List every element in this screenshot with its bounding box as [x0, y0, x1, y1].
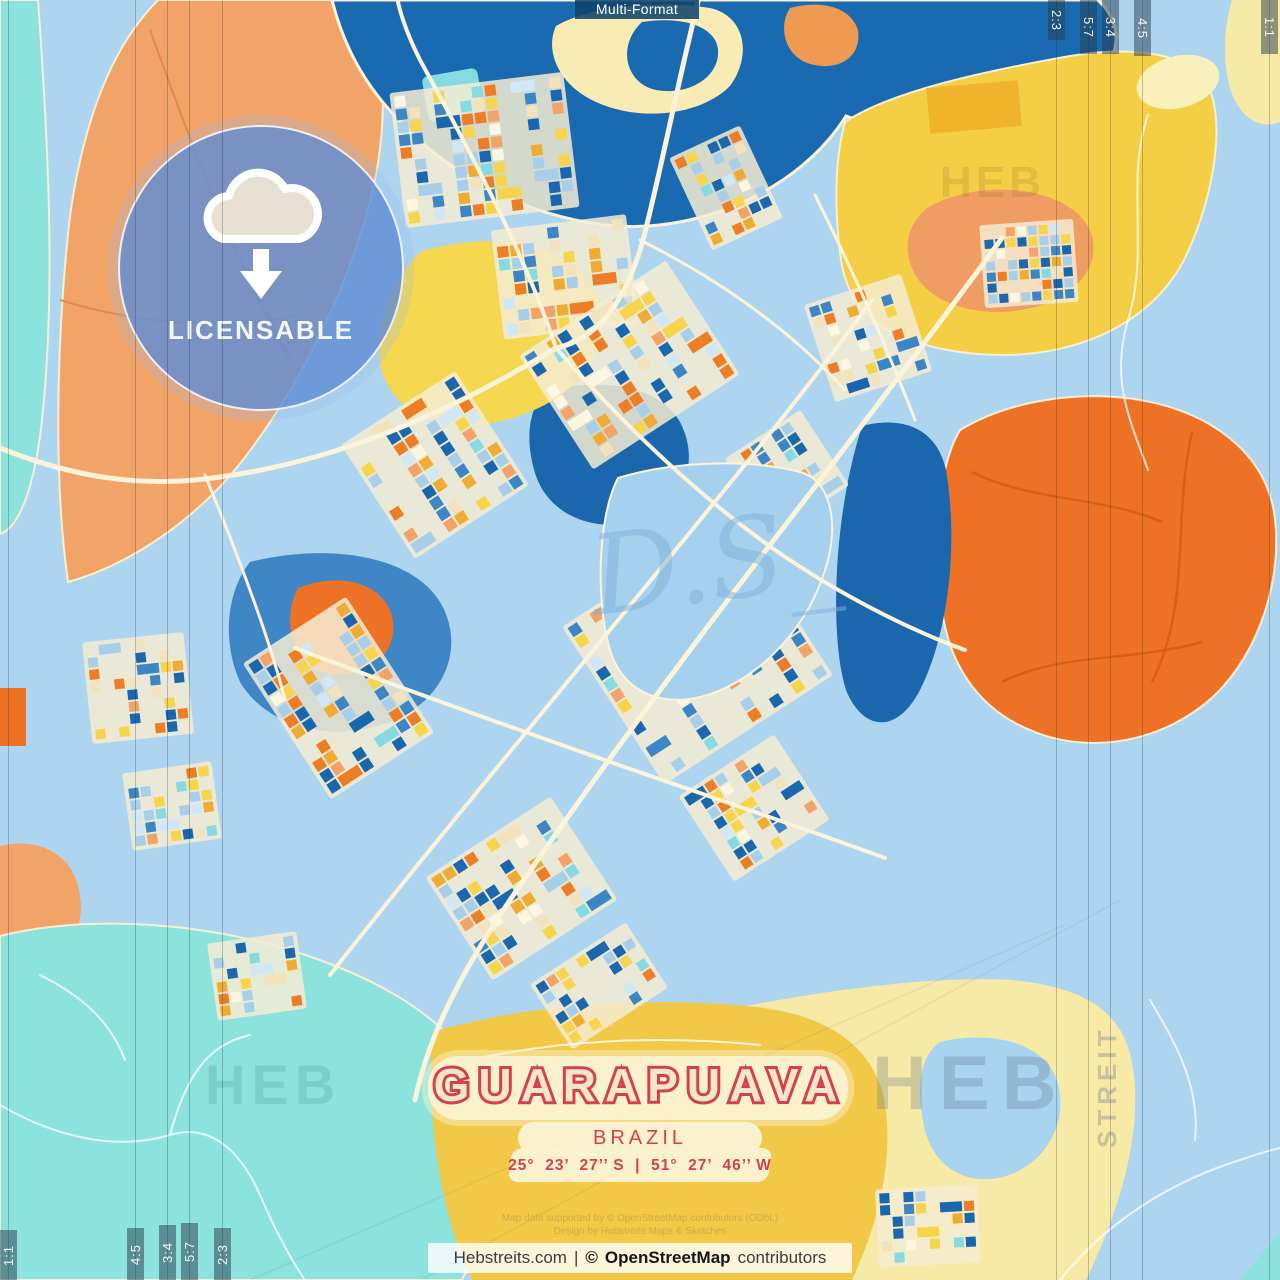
footer-suffix: contributors — [737, 1248, 827, 1267]
crop-guide-line — [167, 0, 168, 1280]
road-main — [553, 0, 701, 351]
map-attribution: Map data supported by © OpenStreetMap co… — [340, 1212, 940, 1238]
title-backdrop — [428, 1056, 848, 1120]
roads-orange — [971, 431, 1203, 684]
road-secondary — [638, 238, 847, 392]
crop-ratio-label: 5:7 — [182, 1240, 198, 1263]
country-label: BRAZIL — [592, 1127, 688, 1149]
road-network — [0, 0, 1005, 1103]
attribution-line: Map data supported by © OpenStreetMap co… — [501, 1213, 779, 1224]
patch-turquoise-corner — [1240, 1232, 1280, 1280]
crop-guide-line — [222, 0, 223, 1280]
crop-ratio-label: 2:3 — [215, 1243, 231, 1265]
crop-ratio-label: 1:1 — [1, 1244, 17, 1266]
download-arrow-icon — [240, 249, 282, 299]
coordinates-label: 25° 23’ 27’’ S | 51° 27’ 46’’ W — [508, 1157, 772, 1174]
footer-credit-bar: Hebstreits.com | © OpenStreetMap contrib… — [428, 1243, 852, 1273]
crop-guide-line — [1142, 0, 1143, 1280]
footer-separator: | — [573, 1248, 579, 1267]
crop-ratio-strip-3-4: 3:4 — [1102, 0, 1119, 54]
crop-ratio-label: 4:5 — [128, 1243, 144, 1265]
road-secondary — [469, 1039, 761, 1061]
crop-ratio-label: 3:4 — [1103, 16, 1119, 38]
crop-ratio-label: 3:4 — [160, 1241, 176, 1264]
footer-copyright-symbol: © — [585, 1248, 598, 1267]
island-lake — [627, 20, 719, 92]
licensable-badge: LICENSABLE — [118, 125, 404, 411]
road-main — [396, 0, 558, 350]
road-main — [412, 235, 1005, 1103]
format-banner-label: Multi-Format — [595, 1, 679, 17]
road-main — [0, 345, 559, 485]
island-orange — [784, 4, 859, 67]
crop-ratio-strip-4-5: 4:5 — [127, 1228, 144, 1280]
crop-ratio-label: 2:3 — [1049, 9, 1065, 31]
crop-ratio-strip-2-3: 2:3 — [214, 1228, 231, 1280]
attribution-line: Design by Hebstreits Maps & Sketches — [553, 1226, 727, 1237]
patch-orange-left — [0, 688, 26, 746]
minor-road-network — [0, 114, 1280, 1280]
crop-ratio-strip-1-1: 1:1 — [0, 1230, 17, 1280]
crop-ratio-strip-5-7: 5:7 — [1080, 0, 1097, 54]
road-secondary — [203, 473, 287, 702]
crop-guide-line — [1056, 0, 1057, 1280]
watermark-text: HEB — [205, 1053, 342, 1116]
licensable-label: LICENSABLE — [167, 315, 355, 345]
patch-dark-gold — [926, 80, 1022, 134]
road-main — [328, 298, 874, 977]
crop-guide-line — [135, 0, 136, 1280]
crop-guide-line — [8, 0, 9, 1280]
road-secondary — [813, 193, 917, 422]
region-center-district — [599, 462, 834, 701]
crop-ratio-strip-2-3: 2:3 — [1048, 0, 1065, 40]
patch-pale-in-gold — [1136, 54, 1220, 110]
crop-ratio-strip-1-1: 1:1 — [1261, 0, 1278, 54]
region-turquoise-left — [0, 0, 51, 536]
watermark-text: HEB — [872, 1041, 1069, 1126]
crop-ratio-strip-3-4: 3:4 — [159, 1225, 176, 1280]
cloud-icon — [203, 168, 322, 243]
crop-ratio-label: 1:1 — [1262, 16, 1278, 38]
watermark-text: HEB — [940, 158, 1045, 207]
road-main — [293, 646, 887, 860]
format-banner: Multi-Format — [575, 0, 699, 19]
region-navy-band — [836, 422, 952, 723]
crop-ratio-strip-5-7: 5:7 — [181, 1223, 198, 1280]
crop-ratio-label: 5:7 — [1081, 16, 1097, 38]
patch-blue-by-title — [920, 1037, 1061, 1180]
crop-ratio-label: 4:5 — [1135, 17, 1151, 39]
crop-guide-line — [1110, 0, 1111, 1280]
crop-guide-line — [1088, 0, 1089, 1280]
footer-osm: OpenStreetMap — [604, 1248, 731, 1267]
crop-ratio-strip-4-5: 4:5 — [1134, 0, 1151, 56]
city-title: GUARAPUAVA — [431, 1056, 847, 1114]
footer-site: Hebstreits.com — [453, 1248, 567, 1267]
crop-guide-line — [1269, 0, 1270, 1280]
crop-guide-line — [189, 0, 190, 1280]
